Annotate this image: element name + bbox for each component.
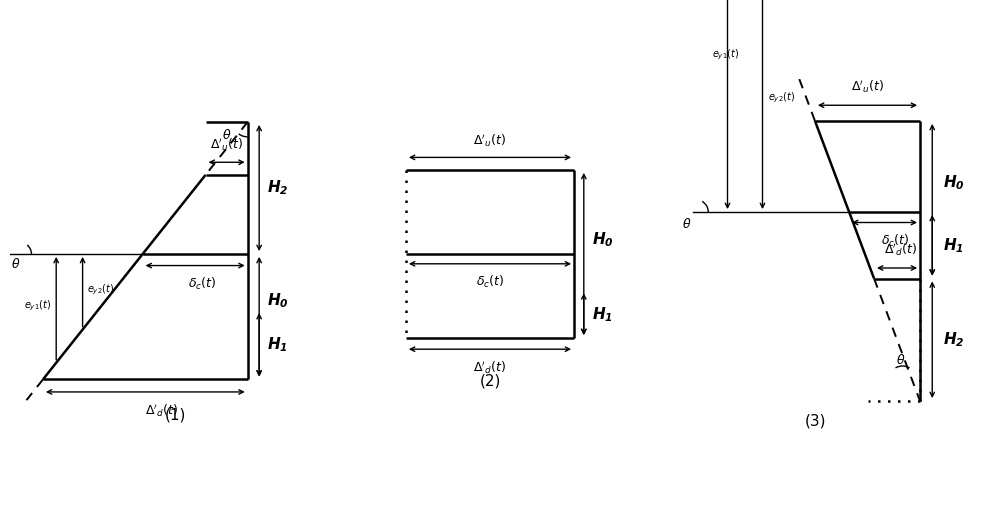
Text: $e_{y2}(t)$: $e_{y2}(t)$ — [87, 282, 114, 297]
Text: $\bfit{H_1}$: $\bfit{H_1}$ — [592, 305, 613, 324]
Text: $\bfit{H_1}$: $\bfit{H_1}$ — [943, 236, 964, 255]
Text: $\bfit{H_1}$: $\bfit{H_1}$ — [267, 335, 288, 354]
Text: $\Delta'_d(t)$: $\Delta'_d(t)$ — [884, 241, 917, 258]
Text: $\Delta'_u(t)$: $\Delta'_u(t)$ — [851, 78, 884, 95]
Text: $\Delta'_d(t)$: $\Delta'_d(t)$ — [145, 402, 178, 419]
Text: $\theta$: $\theta$ — [11, 257, 20, 271]
Text: $e_{y2}(t)$: $e_{y2}(t)$ — [768, 90, 795, 105]
Text: $\delta_c(t)$: $\delta_c(t)$ — [188, 275, 216, 292]
Text: $\bfit{H_0}$: $\bfit{H_0}$ — [267, 291, 289, 309]
Text: $e_{y1}(t)$: $e_{y1}(t)$ — [712, 47, 739, 61]
Text: $\theta$: $\theta$ — [896, 353, 905, 367]
Text: $e_{y1}(t)$: $e_{y1}(t)$ — [24, 299, 52, 313]
Text: $\theta$: $\theta$ — [222, 128, 232, 142]
Text: $\Delta'_d(t)$: $\Delta'_d(t)$ — [473, 359, 507, 375]
Text: $\theta$: $\theta$ — [682, 217, 691, 231]
Text: $\Delta'_u(t)$: $\Delta'_u(t)$ — [473, 133, 507, 149]
Text: $\Delta'_u(t)$: $\Delta'_u(t)$ — [210, 137, 243, 153]
Text: (2): (2) — [479, 373, 501, 389]
Text: $\delta_c(t)$: $\delta_c(t)$ — [881, 233, 909, 249]
Text: (3): (3) — [804, 414, 826, 429]
Text: $\bfit{H_0}$: $\bfit{H_0}$ — [592, 231, 614, 249]
Text: $\bfit{H_2}$: $\bfit{H_2}$ — [267, 179, 289, 197]
Text: $\delta_c(t)$: $\delta_c(t)$ — [476, 274, 504, 290]
Text: (1): (1) — [164, 407, 186, 422]
Text: $\bfit{H_0}$: $\bfit{H_0}$ — [943, 173, 965, 192]
Text: $\bfit{H_2}$: $\bfit{H_2}$ — [943, 330, 964, 349]
